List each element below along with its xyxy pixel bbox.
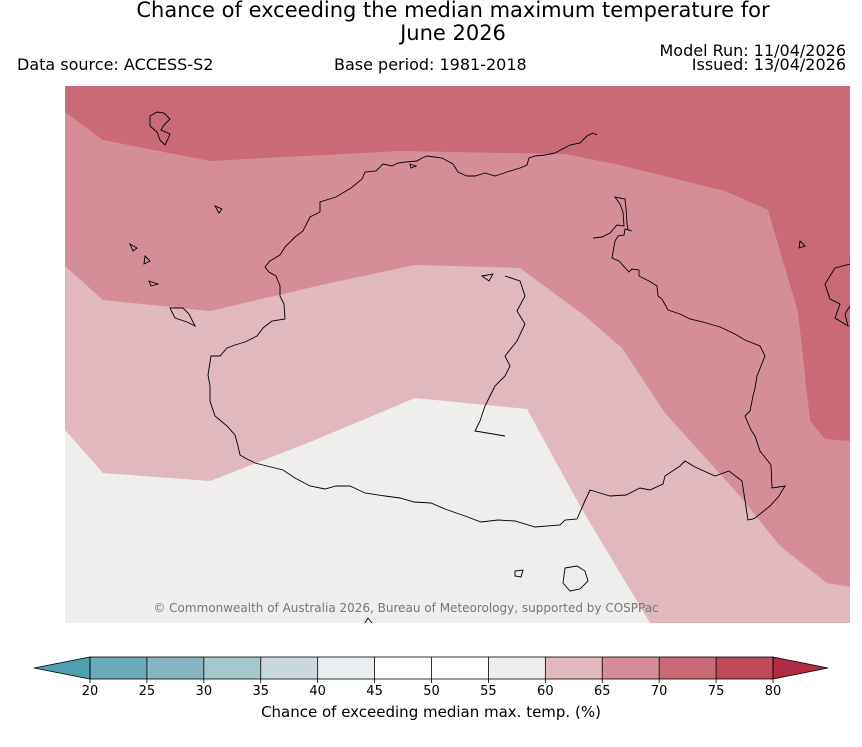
island-north-b bbox=[480, 273, 494, 282]
colorbar-bin-40-45 bbox=[317, 657, 375, 679]
island-northwest-b bbox=[213, 205, 223, 214]
colorbar-tick-label: 30 bbox=[196, 684, 213, 699]
issued-label: Issued: 13/04/2026 bbox=[691, 55, 846, 74]
colorbar-under-arrow bbox=[33, 656, 91, 680]
base-period-label: Base period: 1981-2018 bbox=[334, 55, 527, 74]
colorbar-bin-50-55 bbox=[431, 657, 489, 679]
colorbar-bin-65-70 bbox=[602, 657, 660, 679]
coastline-main bbox=[207, 152, 786, 528]
probability-map: © Commonwealth of Australia 2026, Bureau… bbox=[65, 86, 850, 623]
colorbar-tick-label: 20 bbox=[82, 684, 99, 699]
colorbar-bin-55-60 bbox=[488, 657, 546, 679]
title-line-1: Chance of exceeding the median maximum t… bbox=[136, 0, 770, 22]
colorbar-label: Chance of exceeding median max. temp. (%… bbox=[261, 703, 601, 721]
map-title: Chance of exceeding the median maximum t… bbox=[0, 0, 862, 45]
island-south-b bbox=[562, 565, 589, 592]
island-west-b bbox=[143, 255, 151, 265]
colorbar: 20 25 30 35 40 45 50 55 60 65 70 75 80 bbox=[33, 656, 829, 699]
colorbar-bin-25-30 bbox=[146, 657, 204, 679]
coastline-north bbox=[554, 132, 598, 154]
colorbar-ticks: 20 25 30 35 40 45 50 55 60 65 70 75 80 bbox=[82, 657, 782, 699]
colorbar-tick-label: 25 bbox=[139, 684, 156, 699]
colorbar-bin-20-25 bbox=[90, 657, 147, 679]
island-east-a bbox=[798, 240, 806, 249]
colorbar-bin-75-80 bbox=[716, 657, 773, 679]
island-west-d bbox=[169, 307, 197, 328]
island-north-a bbox=[409, 163, 418, 169]
island-south-a bbox=[514, 569, 524, 578]
colorbar-bins bbox=[33, 656, 829, 680]
colorbar-tick-label: 55 bbox=[480, 684, 497, 699]
island-west-a bbox=[129, 242, 138, 252]
colorbar-bin-70-75 bbox=[659, 657, 717, 679]
coastline-group bbox=[129, 111, 850, 623]
copyright-notice: © Commonwealth of Australia 2026, Bureau… bbox=[153, 601, 658, 615]
colorbar-bin-60-65 bbox=[545, 657, 603, 679]
colorbar-tick-label: 35 bbox=[252, 684, 269, 699]
colorbar-bin-30-35 bbox=[203, 657, 261, 679]
colorbar-tick-label: 80 bbox=[765, 684, 782, 699]
colorbar-tick-label: 75 bbox=[708, 684, 725, 699]
colorbar-tick-label: 65 bbox=[594, 684, 611, 699]
island-west-c bbox=[148, 280, 160, 287]
colorbar-bin-45-50 bbox=[374, 657, 432, 679]
colorbar-tick-label: 45 bbox=[366, 684, 383, 699]
island-northwest-a bbox=[149, 111, 171, 146]
colorbar-tick-label: 40 bbox=[309, 684, 326, 699]
island-east-b bbox=[824, 263, 850, 327]
colorbar-bin-35-40 bbox=[260, 657, 318, 679]
model-run-label: Model Run: 11/04/2026 bbox=[659, 41, 847, 60]
map-zone-75-80 bbox=[65, 86, 850, 441]
map-zone-70-75 bbox=[65, 86, 850, 587]
data-source-label: Data source: ACCESS-S2 bbox=[17, 55, 214, 74]
island-tasmania-like bbox=[474, 275, 526, 437]
title-line-2: June 2026 bbox=[400, 21, 506, 45]
island-south-c bbox=[364, 617, 373, 623]
colorbar-tick-label: 50 bbox=[423, 684, 440, 699]
colorbar-tick-label: 60 bbox=[537, 684, 554, 699]
colorbar-over-arrow bbox=[772, 656, 829, 680]
colorbar-tick-label: 70 bbox=[651, 684, 668, 699]
